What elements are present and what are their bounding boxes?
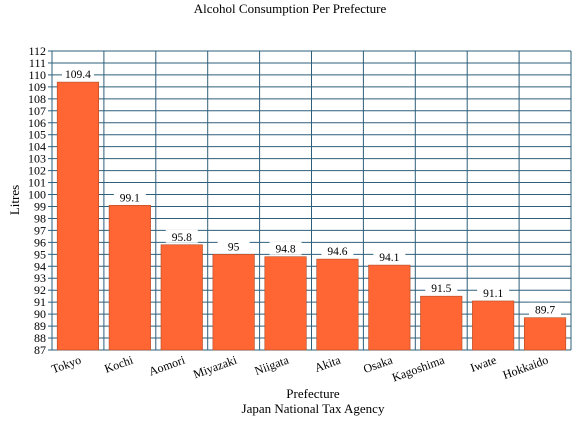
x-category-hokkaido: Hokkaido [501,353,550,382]
data-label-bg [165,229,198,243]
bars [56,81,567,351]
y-tick-label: 111 [29,56,46,70]
x-category-kochi: Kochi [103,352,136,375]
bar-akita [316,258,359,351]
y-tick-label: 101 [28,176,46,190]
y-tick-label: 89 [34,319,46,333]
data-label-akita: 94.6 [327,246,347,258]
y-tick-label: 112 [28,44,46,58]
y-tick-label: 106 [28,116,46,130]
data-label-bg [61,67,94,81]
y-tick-label: 94 [34,259,46,273]
x-category-akita: Akita [313,352,343,375]
data-label-osaka: 94.1 [379,252,399,264]
data-label-kochi: 99.1 [120,192,140,204]
chart-source: Japan National Tax Agency [242,401,385,416]
data-label-bg [269,241,302,255]
data-label-bg [425,281,458,295]
x-category-niigata: Niigata [253,352,292,377]
x-category-iwate: Iwate [468,353,498,375]
y-axis-title: Litres [7,185,22,215]
bar-miyazaki [212,254,255,351]
y-tick-label: 96 [34,235,46,249]
bar-osaka [368,264,411,351]
bar-niigata [264,256,307,351]
x-axis-title: Prefecture [286,386,340,401]
data-label-hokkaido: 89.7 [535,305,555,317]
bar-tokyo [56,81,100,351]
data-label-tokyo: 109.4 [65,69,91,81]
bar-iwate [472,300,515,351]
data-labels: 109.4 99.1 95.8 95 94.8 94.6 94.1 91.5 91.1 89.7 [61,67,562,317]
data-label-bg [373,250,406,264]
x-category-kagoshima: Kagoshima [390,352,447,384]
y-tick-label: 103 [28,152,46,166]
y-tick-label: 107 [28,104,46,118]
y-tick-label: 105 [28,128,46,142]
data-label-bg [477,285,510,299]
y-tick-label: 95 [34,247,46,261]
y-tick-label: 88 [34,331,46,345]
y-tick-label: 104 [28,140,46,154]
x-category-miyazaki: Miyazaki [191,352,239,381]
x-category-aomori: Aomori [147,352,187,378]
chart-title: Alcohol Consumption Per Prefecture [194,1,387,16]
y-axis-ticks: 8788899091929394959697989910010110210310… [28,44,52,357]
x-axis-categories: Tokyo Kochi Aomori Miyazaki Niigata Akita Osak… [50,352,551,384]
y-tick-label: 87 [34,343,46,357]
y-tick-label: 100 [28,188,46,202]
y-tick-label: 99 [34,199,46,213]
y-tick-label: 97 [34,223,46,237]
bar-hokkaido [523,317,567,351]
y-tick-label: 98 [34,211,46,225]
y-tick-label: 92 [34,283,46,297]
bar-kochi [108,204,151,351]
data-label-miyazaki: 95 [228,241,240,253]
y-tick-label: 93 [34,271,46,285]
y-tick-label: 91 [34,295,46,309]
y-tick-label: 109 [28,80,46,94]
y-tick-label: 108 [28,92,46,106]
x-category-tokyo: Tokyo [50,353,83,377]
data-label-bg [113,190,146,204]
y-tick-label: 110 [28,68,46,82]
data-label-bg [217,239,250,253]
y-tick-label: 90 [34,307,46,321]
data-label-bg [529,302,562,316]
bar-kagoshima [420,295,463,351]
data-label-kagoshima: 91.5 [431,283,451,295]
bar-aomori [160,244,203,351]
data-label-bg [321,244,354,258]
data-label-niigata: 94.8 [275,244,295,256]
data-label-iwate: 91.1 [483,288,503,300]
data-label-aomori: 95.8 [172,232,192,244]
y-tick-label: 102 [28,164,46,178]
